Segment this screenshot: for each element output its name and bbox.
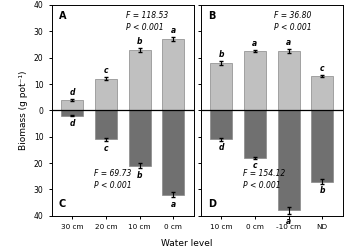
Text: a: a [171, 200, 176, 209]
Text: c: c [104, 66, 108, 75]
Text: A: A [59, 11, 66, 21]
Text: b: b [137, 171, 143, 180]
Bar [163, 39, 184, 110]
Bar [210, 63, 232, 110]
Text: c: c [320, 64, 325, 73]
Bar [129, 50, 151, 110]
Text: d: d [70, 119, 75, 128]
Bar [311, 76, 333, 110]
Bar [61, 100, 83, 110]
Text: a: a [252, 39, 257, 48]
Bar [244, 51, 266, 110]
Text: a: a [286, 38, 291, 47]
Text: F = 36.80
P < 0.001: F = 36.80 P < 0.001 [274, 11, 312, 32]
Text: c: c [253, 161, 257, 170]
Text: b: b [320, 186, 325, 195]
Text: a: a [286, 217, 291, 226]
Bar [163, 110, 184, 195]
Text: b: b [218, 50, 224, 59]
Text: c: c [104, 144, 108, 153]
Bar [95, 79, 117, 110]
Text: F = 118.53
P < 0.001: F = 118.53 P < 0.001 [126, 11, 168, 32]
Text: B: B [208, 11, 215, 21]
Bar [244, 110, 266, 158]
Text: a: a [171, 26, 176, 35]
Bar [210, 110, 232, 139]
Text: Water level: Water level [161, 239, 212, 248]
Y-axis label: Biomass (g pot⁻¹): Biomass (g pot⁻¹) [19, 71, 28, 150]
Bar [95, 110, 117, 139]
Text: D: D [208, 199, 216, 209]
Text: C: C [59, 199, 66, 209]
Bar [129, 110, 151, 166]
Bar [61, 110, 83, 116]
Text: F = 69.73
P < 0.001: F = 69.73 P < 0.001 [94, 169, 132, 190]
Bar [311, 110, 333, 182]
Text: F = 154.12
P < 0.001: F = 154.12 P < 0.001 [243, 169, 285, 190]
Text: d: d [218, 143, 224, 152]
Bar [277, 51, 300, 110]
Text: d: d [70, 88, 75, 97]
Bar [277, 110, 300, 211]
Text: b: b [137, 36, 143, 46]
